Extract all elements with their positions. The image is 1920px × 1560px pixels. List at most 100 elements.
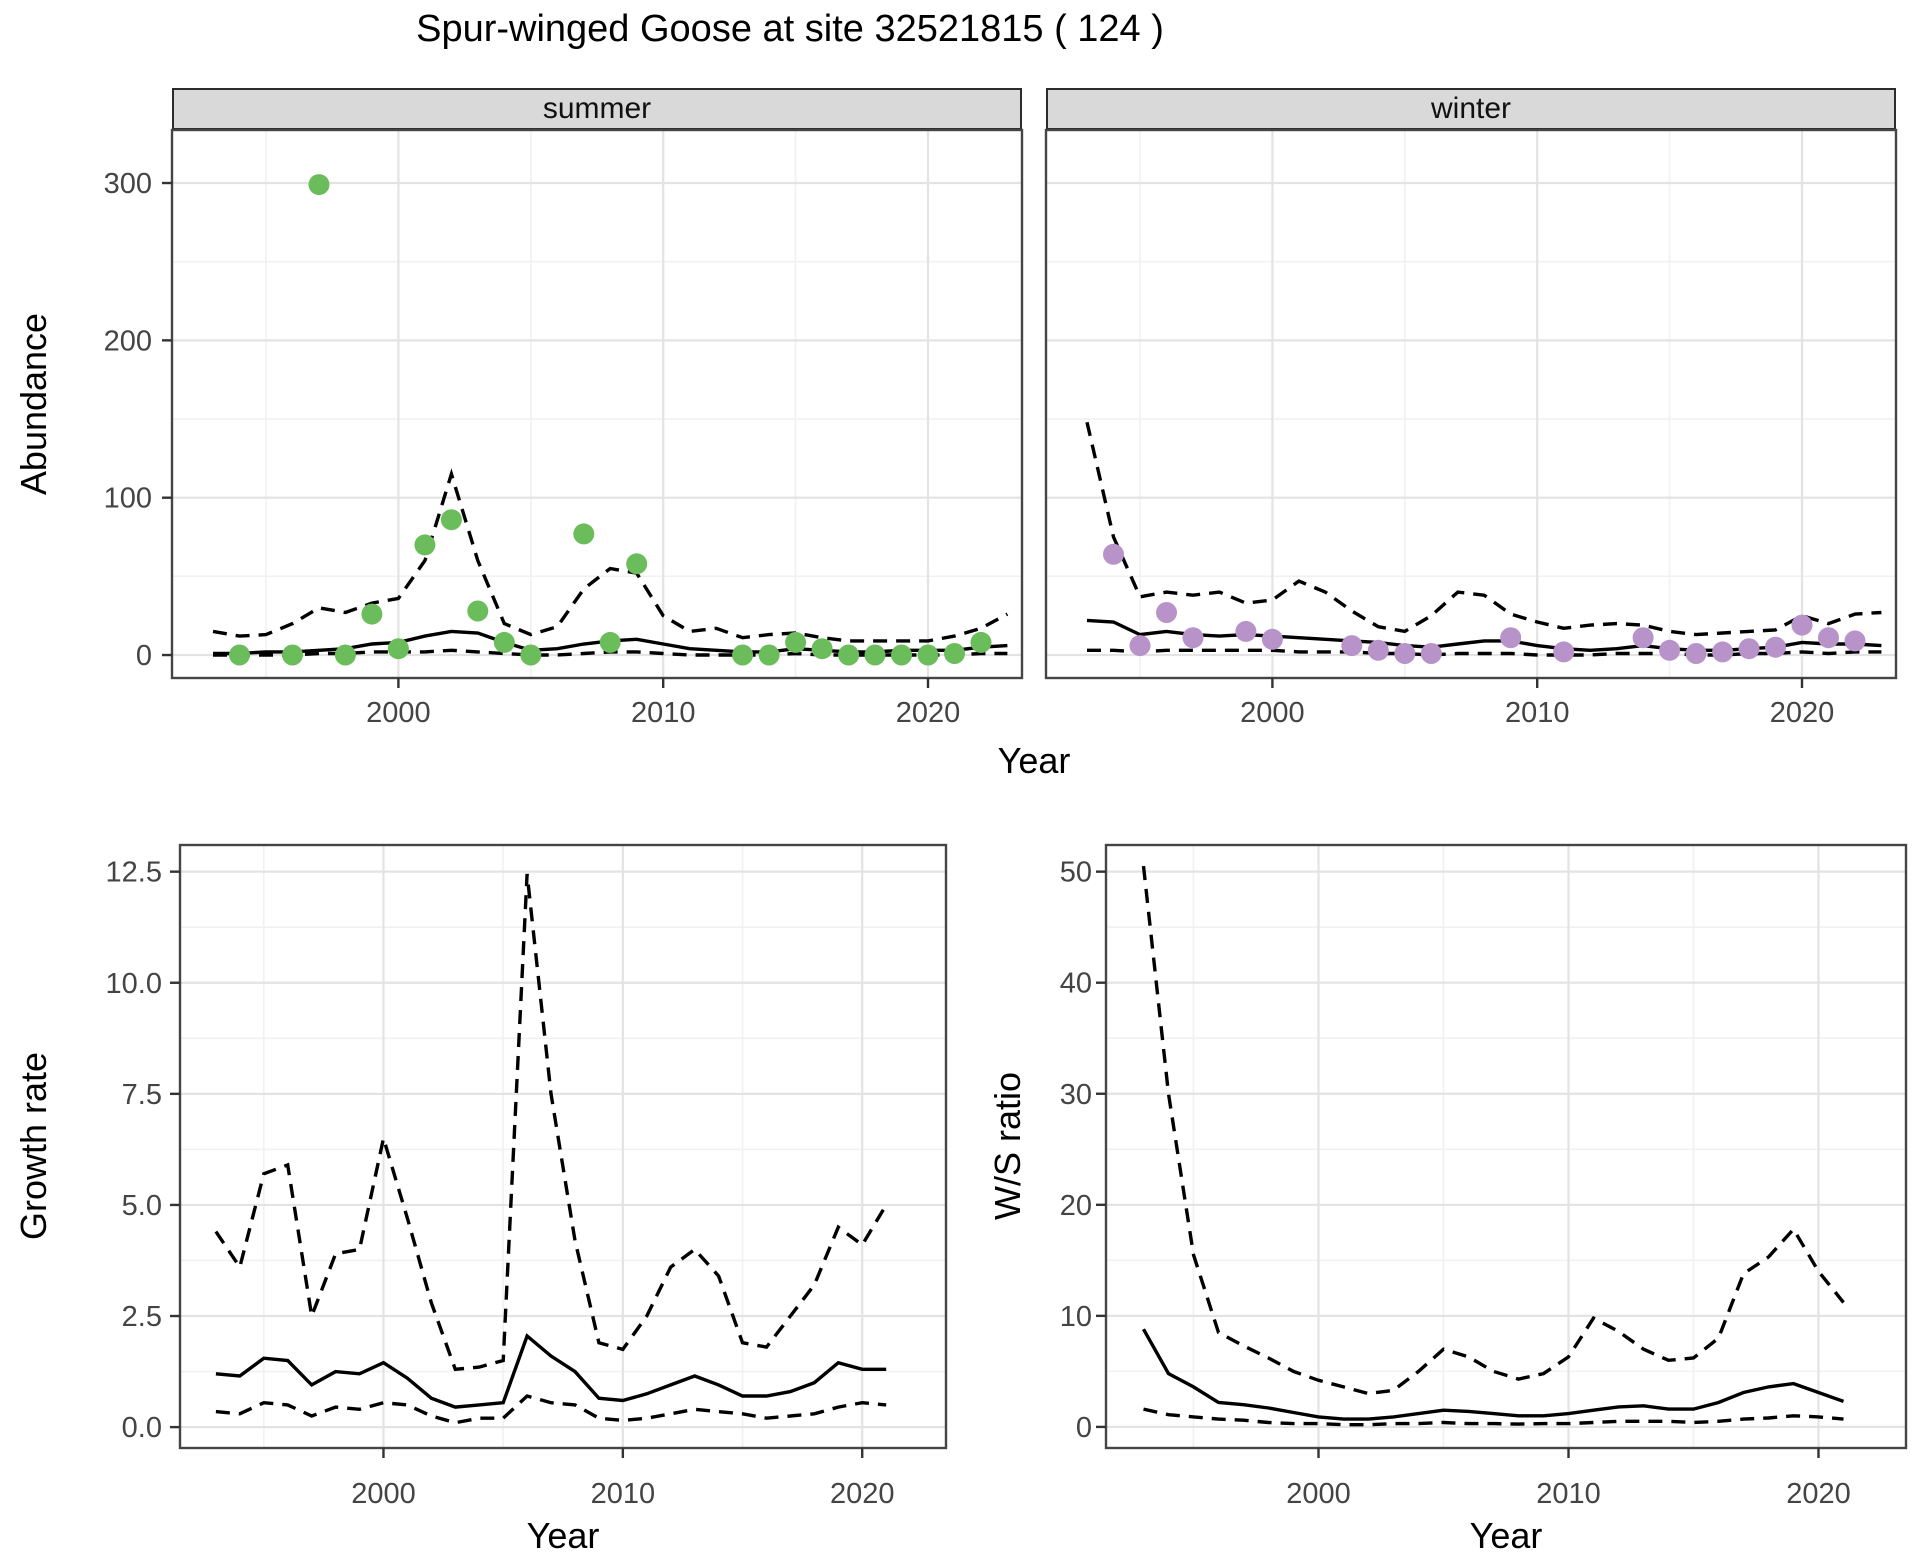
ws-ratio-border	[1104, 843, 1908, 1450]
abundance-summer-data-point	[970, 631, 992, 653]
abundance-winter-data-point	[1261, 628, 1283, 650]
abundance-summer-data-point	[758, 644, 780, 666]
growth-rate-y-tick-label: 5.0	[122, 1190, 162, 1222]
abundance-summer-data-point	[414, 534, 436, 556]
ws-ratio-ci_lower_2.5-line	[1143, 1407, 1844, 1427]
ws-ratio-mean-line	[1142, 1328, 1845, 1421]
abundance-summer-y-tick-label: 100	[104, 483, 152, 515]
abundance-summer-background	[172, 130, 1022, 678]
abundance-summer-x-tick-label: 2020	[896, 697, 961, 729]
abundance-winter-data-point	[1765, 636, 1786, 658]
abundance-summer-data-point	[229, 644, 250, 666]
abundance-summer-x-tick-label: 2000	[366, 697, 431, 729]
abundance-summer-data-point	[732, 644, 754, 666]
abundance-summer-data-point	[811, 638, 833, 660]
abundance-winter-data-point	[1791, 614, 1813, 636]
abundance-winter-ci_lower_2.5-line	[1087, 648, 1882, 657]
ws-ratio-panel: 2000 2010 2020 0 10 20 30 40 50	[1060, 843, 1908, 1510]
x-axis-title-top: Year	[997, 740, 1071, 781]
abundance-winter-x-tick-label: 2000	[1240, 697, 1305, 729]
growth-rate-y-tick-label: 7.5	[122, 1079, 162, 1111]
facet-strip-winter: winter	[1046, 88, 1896, 130]
abundance-winter-data-point	[1553, 641, 1575, 663]
abundance-winter-data-point	[1818, 627, 1839, 649]
growth-rate-y-tick-label: 2.5	[122, 1301, 162, 1333]
abundance-summer-data-point	[440, 509, 462, 531]
abundance-winter-data-point	[1367, 639, 1389, 661]
abundance-winter-ci_upper_97.5-line	[1085, 421, 1882, 637]
abundance-winter-data-point	[1685, 643, 1707, 664]
abundance-summer-data-point	[785, 631, 807, 653]
abundance-winter-data-point	[1103, 543, 1124, 565]
growth-rate-border	[178, 843, 948, 1450]
growth-rate-x-tick-label: 2000	[351, 1478, 416, 1510]
abundance-winter-background	[1046, 130, 1896, 678]
abundance-summer-data-point	[467, 600, 489, 622]
abundance-summer-x-tick-label: 2010	[631, 697, 696, 729]
abundance-winter-data-point	[1500, 627, 1522, 649]
growth-rate-panel: 2000 2010 2020 0.0 2.5 5.0 7.5 10.0 12.5	[106, 843, 948, 1510]
abundance-summer-y-tick-label: 200	[104, 325, 152, 357]
abundance-winter-data-point	[1712, 641, 1734, 663]
growth-rate-y-tick-label: 12.5	[106, 857, 162, 889]
ws-ratio-y-tick-label: 20	[1060, 1190, 1092, 1222]
abundance-summer-data-point	[838, 644, 860, 666]
abundance-summer-ci_upper_97.5-line	[212, 468, 1009, 643]
abundance-summer-y-tick-label: 300	[104, 168, 152, 200]
ws-ratio-x-tick-label: 2020	[1786, 1478, 1851, 1510]
abundance-summer-data-point	[493, 631, 515, 653]
abundance-winter-data-point	[1156, 602, 1177, 623]
ws-ratio-y-tick-label: 50	[1060, 857, 1092, 889]
abundance-winter-x-tick-label: 2020	[1770, 697, 1835, 729]
abundance-summer-data-point	[361, 603, 383, 625]
abundance-winter-panel: 2000 2010 2020	[1044, 128, 1898, 729]
abundance-summer-data-point	[573, 523, 595, 545]
abundance-summer-data-point	[334, 644, 356, 666]
abundance-winter-data-point	[1659, 639, 1681, 661]
growth-rate-y-tick-label: 0.0	[122, 1412, 162, 1444]
abundance-summer-data-point	[599, 631, 621, 653]
facet-strip-winter-label: winter	[1430, 92, 1512, 125]
growth-rate-y-tick-label: 10.0	[106, 968, 162, 1000]
ws-ratio-y-tick-label: 0	[1076, 1412, 1092, 1444]
abundance-winter-data-point	[1632, 627, 1654, 649]
abundance-winter-data-point	[1394, 643, 1416, 664]
abundance-summer-data-point	[626, 553, 648, 575]
x-axis-title-growth-rate: Year	[526, 1515, 600, 1556]
abundance-summer-data-point	[282, 644, 303, 666]
abundance-summer-data-point	[864, 644, 886, 666]
chart-title: Spur-winged Goose at site 32521815 ( 124…	[416, 8, 1164, 50]
ws-ratio-y-tick-label: 10	[1060, 1301, 1092, 1333]
abundance-summer-data-point	[387, 638, 409, 660]
growth-rate-x-tick-label: 2010	[591, 1478, 656, 1510]
ws-ratio-x-tick-label: 2010	[1536, 1478, 1601, 1510]
growth-rate-ci_lower_2.5-line	[215, 1394, 887, 1425]
growth-rate-ci_upper_97.5-line	[214, 873, 888, 1372]
ws-ratio-y-tick-label: 40	[1060, 968, 1092, 1000]
abundance-winter-border	[1044, 128, 1898, 680]
abundance-winter-x-tick-label: 2010	[1505, 697, 1570, 729]
growth-rate-background	[180, 845, 946, 1448]
abundance-winter-data-point	[1420, 643, 1442, 664]
abundance-winter-data-point	[1235, 620, 1257, 642]
abundance-summer-data-point	[308, 174, 330, 196]
abundance-winter-data-point	[1341, 635, 1363, 657]
abundance-winter-data-point	[1129, 635, 1151, 657]
abundance-winter-data-point	[1738, 638, 1760, 660]
abundance-summer-data-point	[891, 644, 912, 666]
abundance-summer-data-point	[944, 643, 965, 664]
ws-ratio-x-tick-label: 2000	[1286, 1478, 1351, 1510]
ws-ratio-background	[1106, 845, 1906, 1448]
abundance-summer-data-point	[917, 644, 939, 666]
facet-strip-summer: summer	[172, 88, 1022, 130]
ws-ratio-y-tick-label: 30	[1060, 1079, 1092, 1111]
growth-rate-mean-line	[215, 1333, 887, 1409]
x-axis-title-ws-ratio: Year	[1469, 1515, 1543, 1556]
abundance-summer-panel: 2000 2010 2020 0 100 200 300	[104, 128, 1024, 729]
abundance-summer-data-point	[520, 644, 542, 666]
abundance-summer-y-tick-label: 0	[136, 640, 152, 672]
abundance-winter-data-point	[1182, 627, 1204, 649]
growth-rate-x-tick-label: 2020	[830, 1478, 895, 1510]
